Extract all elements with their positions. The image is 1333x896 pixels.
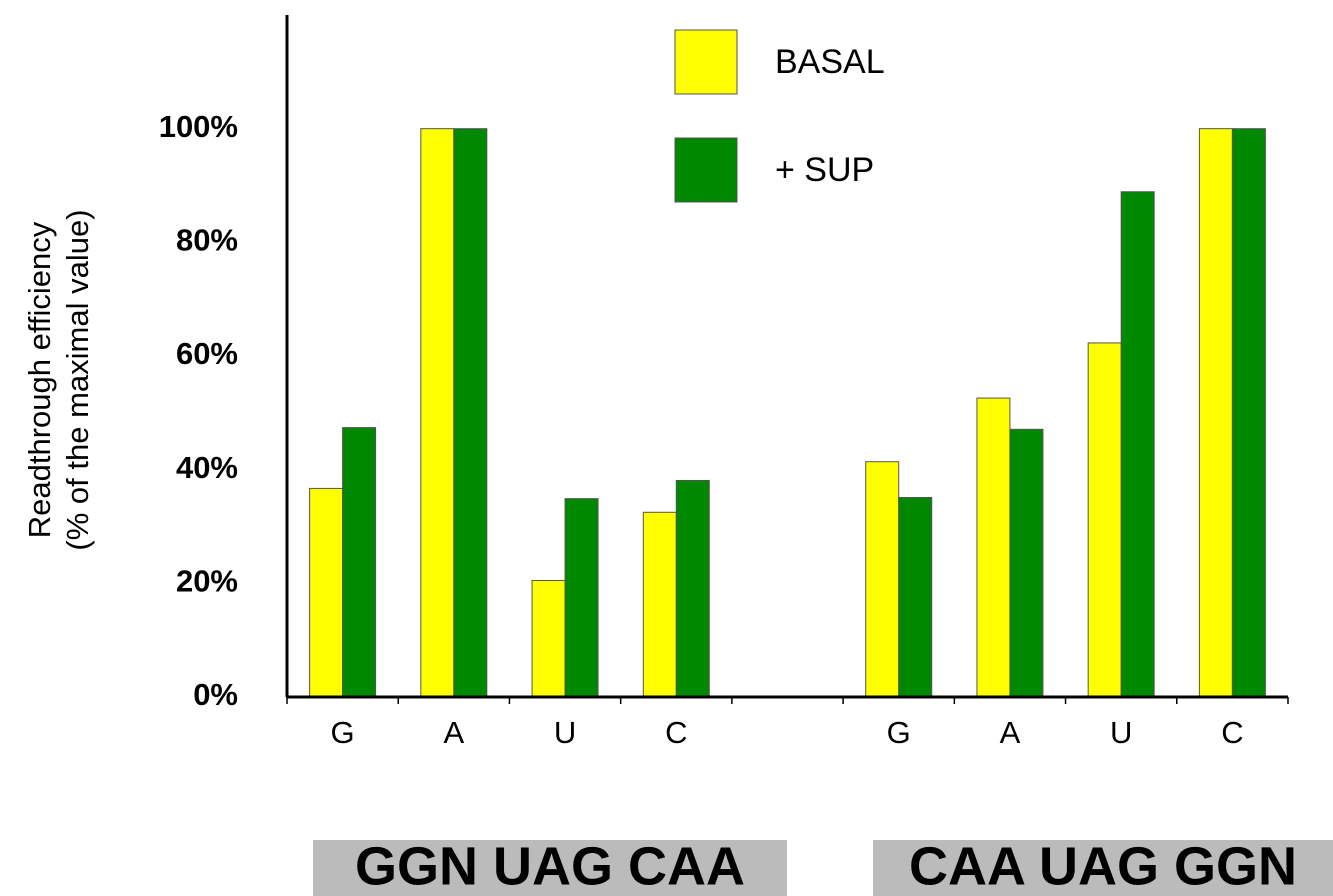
bar [976,397,1011,698]
bar [1231,128,1266,698]
y-tick-label: 0% [193,677,238,712]
bar [1087,342,1122,698]
y-axis-title-line: Readthrough efficiency [22,221,57,538]
bar [865,461,900,698]
x-tick-label: G [887,715,911,750]
bar [1198,128,1233,698]
x-tick-label: A [1000,715,1021,750]
legend-swatch [674,29,738,95]
legend-swatch [674,137,738,203]
bar [342,427,377,698]
legend-label: + SUP [775,151,874,189]
group-label-box [873,840,1333,896]
legend-label: BASAL [775,43,885,81]
bar [420,128,455,698]
group-label: CAA UAG GGN [909,836,1297,896]
y-axis-title-line: (% of the maximal value) [60,209,95,550]
x-tick-label: G [331,715,355,750]
group-label-box [313,840,787,896]
y-tick-label: 60% [176,336,238,371]
bar [898,497,933,698]
group-label: GGN UAG CAA [355,836,745,896]
bar [675,479,710,698]
y-axis-title: Readthrough efficiency (% of the maximal… [22,209,95,550]
bar [564,498,599,698]
bar [309,487,344,698]
x-tick-label: U [554,715,576,750]
y-tick-label: 80% [176,223,238,258]
bar [531,579,566,698]
x-tick-label: C [1221,715,1243,750]
x-tick-label: A [443,715,464,750]
bar [1120,191,1155,698]
y-tick-label: 100% [159,109,238,144]
x-tick-label: C [665,715,687,750]
bar [1009,428,1044,698]
y-tick-label: 20% [176,564,238,599]
bar [642,511,677,698]
x-tick-label: U [1110,715,1132,750]
bar [453,128,488,698]
y-tick-label: 40% [176,450,238,485]
